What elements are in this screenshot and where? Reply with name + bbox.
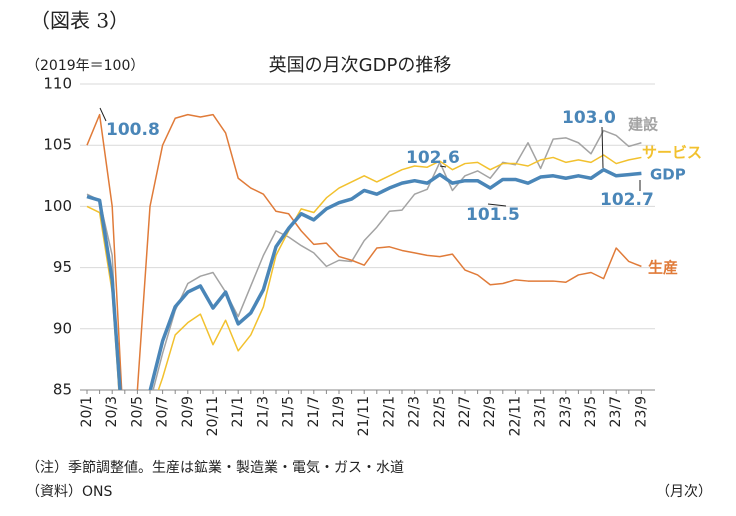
x-tick-label: 22/9	[482, 396, 498, 427]
x-tick-label: 21/9	[331, 396, 347, 427]
unit-label: （2019年＝100）	[26, 58, 144, 74]
data-label: 102.7	[600, 190, 654, 210]
x-tick-label: 21/1	[230, 396, 246, 427]
x-tick-label: 23/7	[608, 396, 624, 427]
y-tick-label: 105	[43, 136, 72, 154]
leader-line	[439, 165, 447, 168]
y-tick-label: 110	[43, 75, 72, 93]
x-tick-label: 20/9	[180, 396, 196, 427]
x-tick-label: 23/9	[633, 396, 649, 427]
series-label: 建設	[628, 116, 659, 134]
leader-line	[487, 203, 507, 207]
x-tick-label: 23/3	[558, 396, 574, 427]
plot-area	[86, 113, 642, 390]
x-tick-label: 21/7	[306, 396, 322, 427]
series-label: GDP	[650, 166, 686, 184]
series-label: 生産	[648, 259, 678, 277]
leader-line	[601, 126, 604, 169]
source: （資料）ONS	[26, 484, 112, 500]
data-label: 100.8	[106, 120, 160, 140]
x-tick-label: 20/5	[129, 396, 145, 427]
x-tick-label: 21/5	[281, 396, 297, 427]
y-tick-label: 100	[43, 197, 72, 215]
series-line	[86, 154, 642, 390]
x-tick-label: 20/7	[155, 396, 171, 427]
series-line	[86, 113, 642, 390]
x-unit: （月次）	[656, 484, 712, 500]
x-tick-label: 21/11	[356, 396, 372, 436]
y-tick-label: 85	[53, 381, 72, 399]
x-tick-label: 22/7	[457, 396, 473, 427]
x-tick-label: 22/3	[407, 396, 423, 427]
x-tick-label: 23/1	[533, 396, 549, 427]
series-label: サービス	[642, 144, 702, 162]
figure-label: （図表 3）	[30, 9, 129, 33]
data-label: 101.5	[466, 205, 520, 225]
x-tick-label: 22/5	[432, 396, 448, 427]
x-tick-label: 22/1	[381, 396, 397, 427]
data-label: 102.6	[406, 148, 460, 168]
chart-title: 英国の月次GDPの推移	[269, 55, 452, 76]
note: （注）季節調整値。生産は鉱業・製造業・電気・ガス・水道	[26, 459, 404, 476]
x-tick-label: 22/11	[507, 396, 523, 436]
y-tick-label: 95	[53, 258, 72, 276]
data-label: 103.0	[562, 108, 616, 128]
x-tick-label: 20/11	[205, 396, 221, 436]
x-tick-label: 23/5	[583, 396, 599, 427]
x-tick-label: 21/3	[255, 396, 271, 427]
x-tick-label: 20/3	[104, 396, 120, 427]
y-tick-label: 90	[53, 319, 72, 337]
x-tick-label: 20/1	[79, 396, 95, 427]
leader-line	[99, 107, 107, 122]
series-line	[86, 167, 642, 390]
